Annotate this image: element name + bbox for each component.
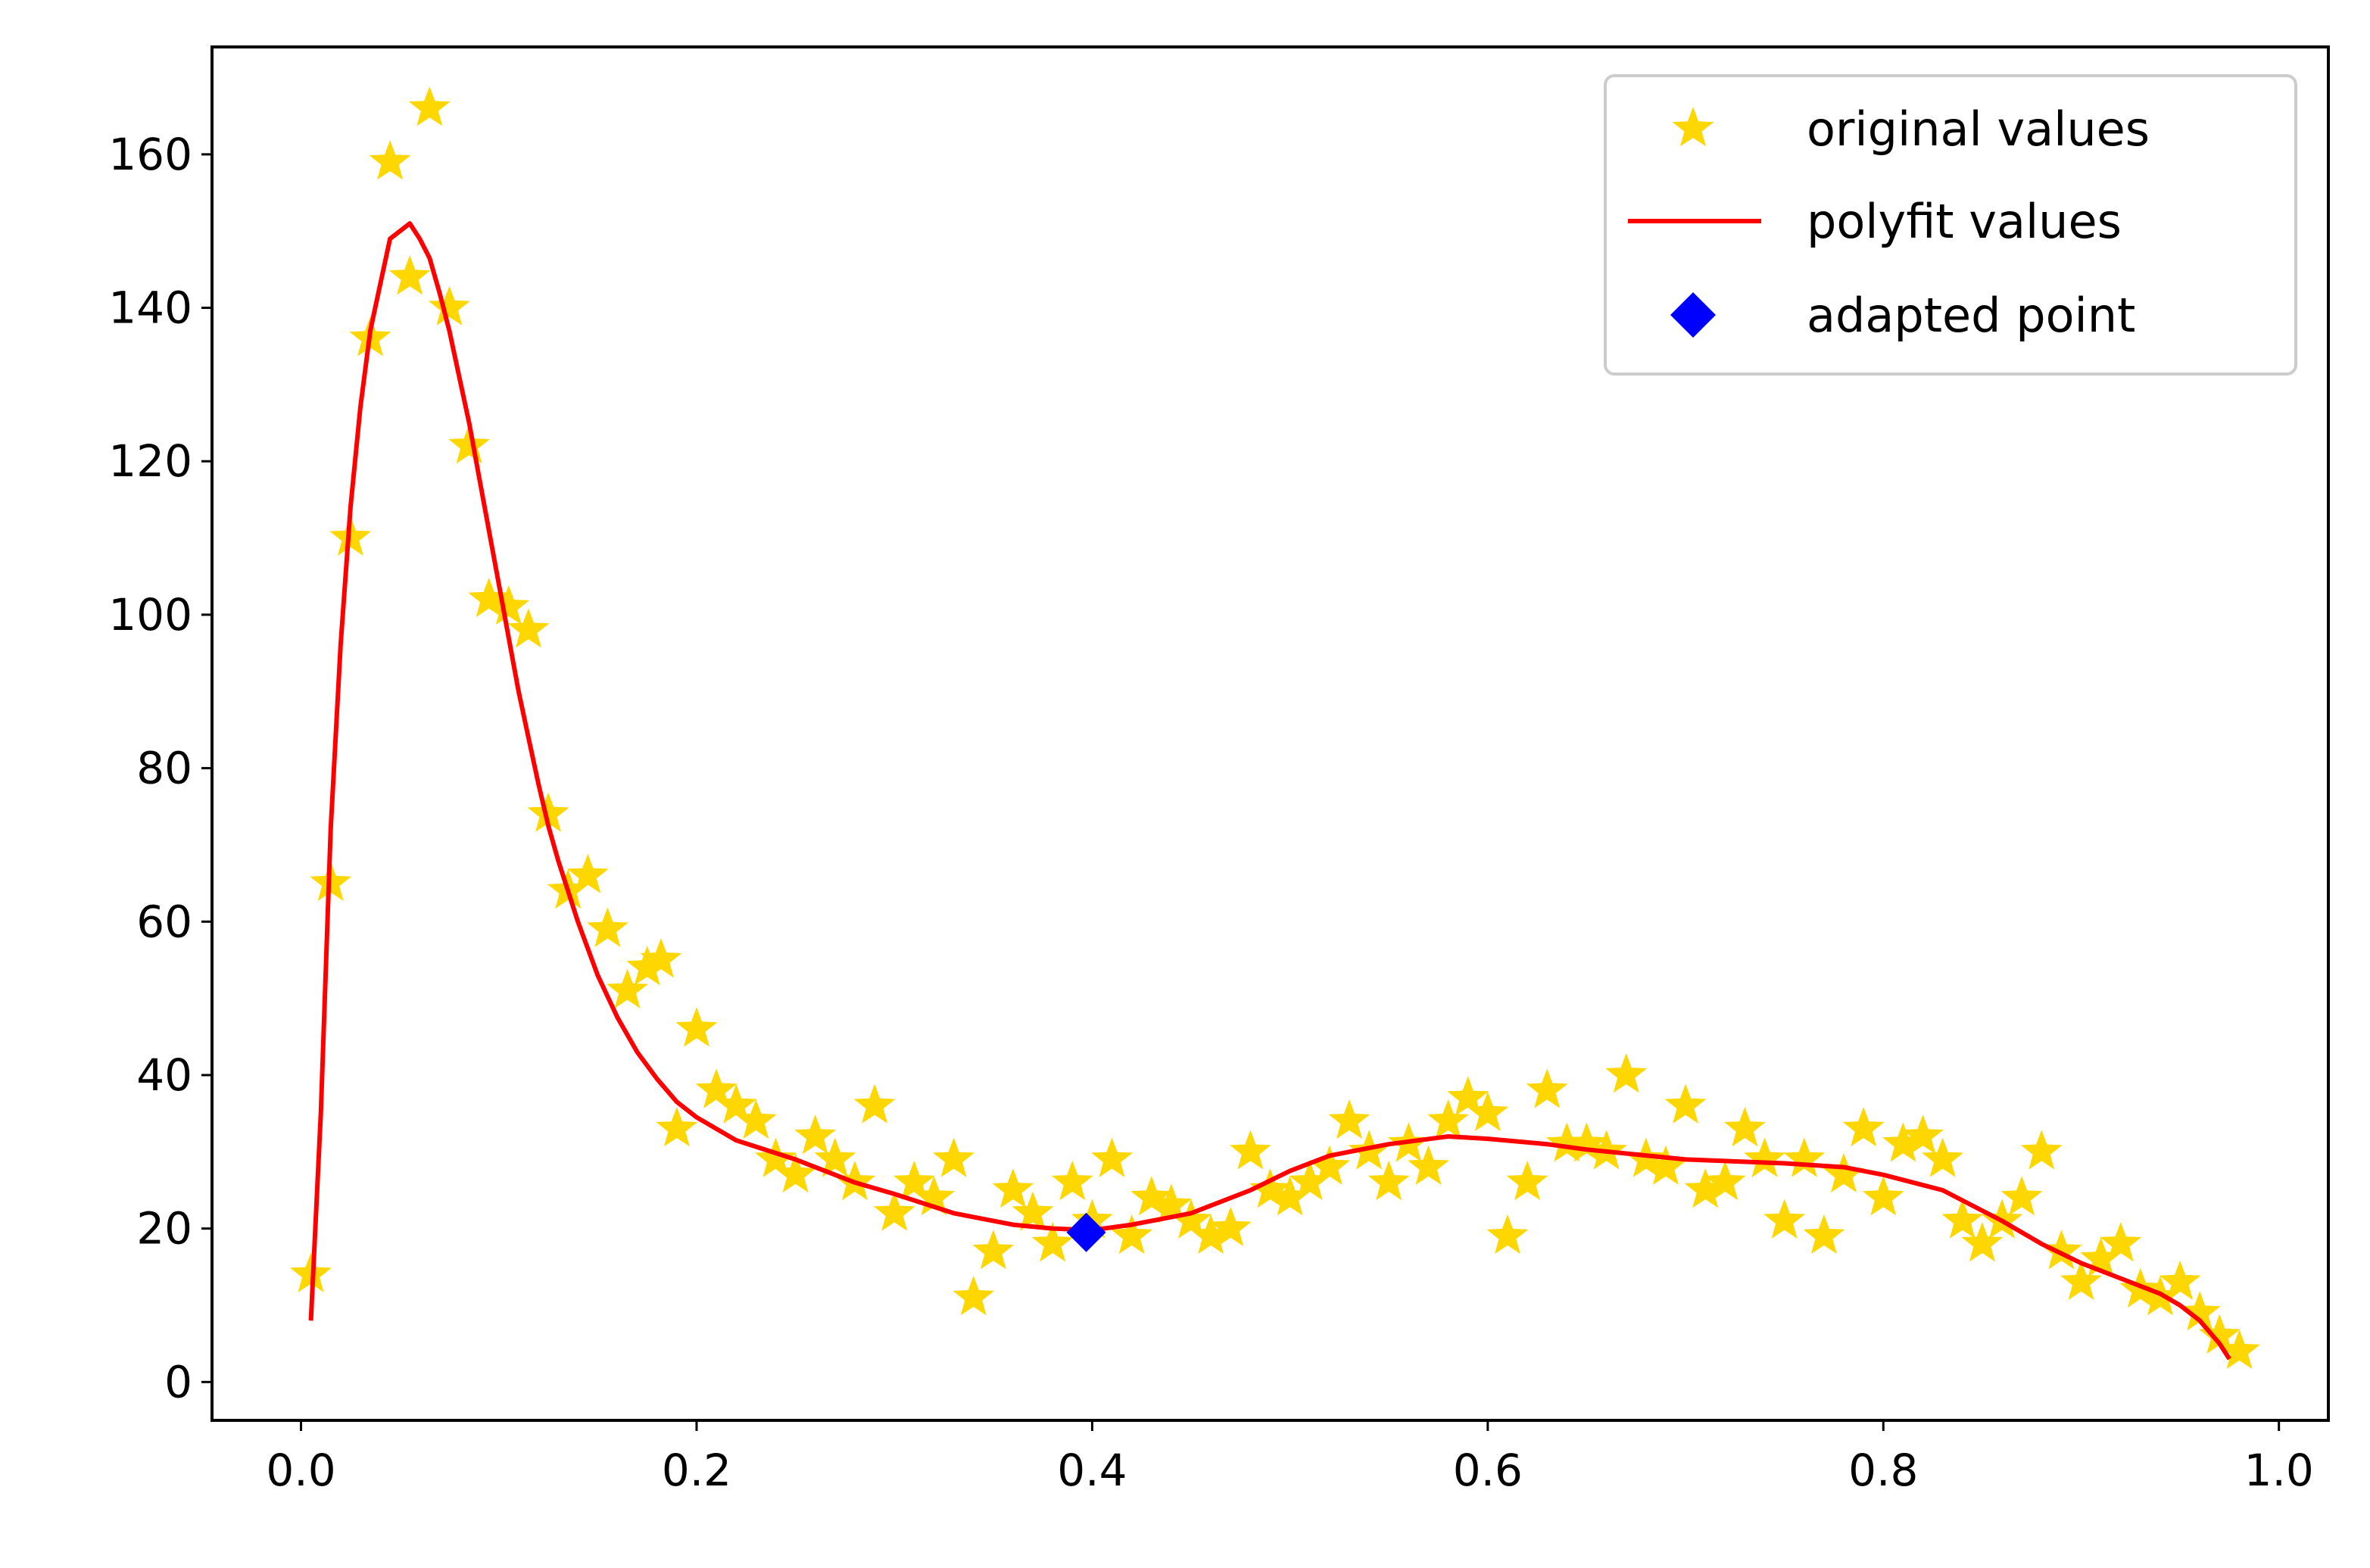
y-axis: 0 20 40 60 80 100 120 140 160 xyxy=(108,129,212,1407)
original-value-point xyxy=(1486,1214,1529,1255)
original-value-point xyxy=(1664,1083,1707,1124)
original-value-point xyxy=(1605,1053,1648,1093)
original-value-point xyxy=(1051,1160,1093,1201)
adapted-point-marker xyxy=(1066,1212,1106,1252)
original-value-point xyxy=(1209,1206,1252,1247)
y-tick-label: 140 xyxy=(108,282,192,334)
original-value-point xyxy=(853,1083,896,1124)
y-tick-label: 160 xyxy=(108,129,192,180)
original-value-point xyxy=(775,1152,817,1193)
original-value-point xyxy=(695,1068,738,1108)
y-tick-label: 100 xyxy=(108,589,192,641)
original-value-point xyxy=(1328,1099,1371,1139)
original-value-point xyxy=(1467,1091,1509,1132)
original-value-point xyxy=(1941,1199,1984,1239)
y-tick-label: 80 xyxy=(136,743,192,794)
original-value-point xyxy=(1526,1068,1568,1108)
original-value-point xyxy=(1704,1160,1746,1201)
original-value-point xyxy=(1031,1222,1074,1262)
legend-label: adapted point xyxy=(1807,288,2135,343)
y-tick-label: 40 xyxy=(136,1049,192,1101)
y-tick-label: 120 xyxy=(108,435,192,487)
original-value-point xyxy=(428,285,470,326)
original-value-point xyxy=(1506,1160,1548,1201)
original-value-point xyxy=(388,255,431,295)
original-value-point xyxy=(1427,1099,1470,1139)
original-value-point xyxy=(586,907,628,947)
original-value-point xyxy=(754,1137,797,1177)
legend-box xyxy=(1604,74,2297,376)
original-value-point xyxy=(1367,1160,1410,1201)
plot-area xyxy=(290,86,2260,1370)
original-value-point xyxy=(1744,1137,1786,1177)
original-value-point xyxy=(1842,1107,1885,1147)
original-value-point xyxy=(734,1099,777,1139)
original-value-point xyxy=(1447,1076,1489,1116)
original-value-point xyxy=(794,1114,837,1155)
original-value-point xyxy=(1763,1199,1806,1239)
legend: original values polyfit values adapted poi… xyxy=(1604,74,2297,376)
original-value-point xyxy=(715,1083,757,1124)
original-value-point xyxy=(607,968,649,1008)
original-value-point xyxy=(488,584,530,625)
original-value-point xyxy=(1922,1137,1964,1177)
original-value-point xyxy=(1902,1114,1944,1155)
original-value-point xyxy=(1249,1168,1291,1208)
y-tick-label: 0 xyxy=(164,1356,192,1407)
original-value-point xyxy=(1723,1107,1766,1147)
original-value-point xyxy=(2060,1260,2102,1300)
original-value-point xyxy=(1150,1183,1193,1224)
x-axis: 0.0 0.2 0.4 0.6 0.8 1.0 xyxy=(266,1420,2314,1496)
original-value-point xyxy=(1783,1137,1826,1177)
original-value-point xyxy=(468,577,510,618)
legend-label: polyfit values xyxy=(1807,194,2122,249)
original-value-point xyxy=(1407,1145,1449,1185)
legend-diamond-marker xyxy=(1670,292,1716,338)
legend-label: original values xyxy=(1807,101,2150,157)
original-value-point xyxy=(507,608,550,648)
original-value-point xyxy=(2020,1130,2063,1170)
x-tick-label: 0.4 xyxy=(1057,1445,1127,1496)
y-tick-label: 60 xyxy=(136,896,192,947)
x-tick-label: 0.0 xyxy=(266,1445,335,1496)
original-value-point xyxy=(656,1107,698,1147)
original-value-point xyxy=(2218,1329,2260,1370)
original-value-point xyxy=(566,853,609,893)
original-value-point xyxy=(992,1168,1034,1208)
original-value-point xyxy=(1091,1137,1134,1177)
original-value-point xyxy=(972,1230,1015,1270)
axes-frame xyxy=(210,45,2330,1422)
original-value-point xyxy=(369,140,411,180)
original-value-point xyxy=(2100,1222,2142,1262)
original-value-point xyxy=(1130,1176,1173,1216)
x-tick-label: 1.0 xyxy=(2244,1445,2314,1496)
original-value-point xyxy=(893,1160,935,1201)
original-value-point xyxy=(1229,1130,1271,1170)
original-value-point xyxy=(448,424,491,464)
original-value-point xyxy=(408,86,451,126)
original-value-point xyxy=(1803,1214,1845,1255)
y-tick-label: 20 xyxy=(136,1203,192,1255)
legend-star-marker xyxy=(1672,107,1714,147)
original-value-point xyxy=(873,1191,915,1231)
x-tick-label: 0.2 xyxy=(662,1445,731,1496)
original-value-point xyxy=(1961,1222,2004,1262)
original-value-point xyxy=(640,938,682,978)
original-value-point xyxy=(675,1007,718,1047)
x-tick-label: 0.8 xyxy=(1848,1445,1918,1496)
original-value-point xyxy=(814,1137,856,1177)
original-value-point xyxy=(2000,1176,2043,1216)
original-value-point xyxy=(933,1137,975,1177)
polyfit-values-line xyxy=(308,221,2231,1361)
original-value-point xyxy=(2159,1260,2201,1300)
original-value-point xyxy=(1012,1191,1054,1231)
x-tick-label: 0.6 xyxy=(1453,1445,1523,1496)
original-value-point xyxy=(953,1276,995,1316)
adapted-point-series xyxy=(1066,1212,1106,1252)
original-value-point xyxy=(1565,1122,1608,1162)
original-value-point xyxy=(1862,1176,1904,1216)
original-value-point xyxy=(1111,1214,1153,1255)
